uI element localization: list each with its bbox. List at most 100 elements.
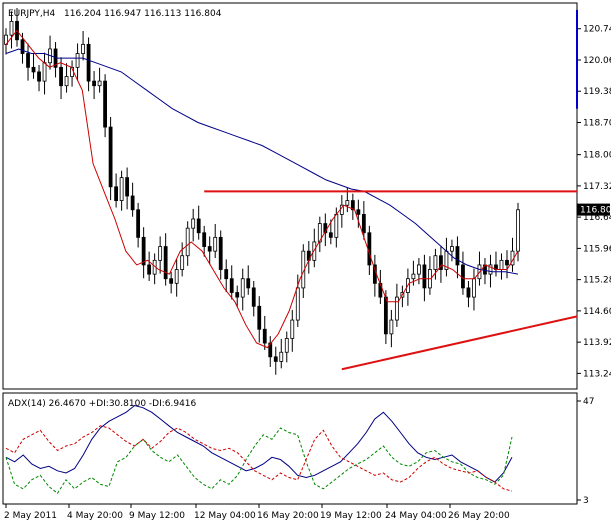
candle-body-up bbox=[472, 278, 476, 298]
time-axis: 2 May 2011 4 May 20:00 9 May 12:00 12 May 0… bbox=[4, 504, 510, 521]
candle-body-up bbox=[488, 264, 493, 275]
time-tick-label: 16 May 20:00 bbox=[257, 511, 319, 521]
fast-moving-average-line bbox=[5, 29, 519, 349]
candle-body-down bbox=[328, 232, 333, 238]
adx-readout: ADX(14) 26.4670 +DI:30.8100 -DI:6.9416 bbox=[8, 399, 197, 409]
candle-body-down bbox=[224, 269, 229, 280]
adx-panel-frame bbox=[2, 392, 578, 505]
candle-body-up bbox=[97, 80, 102, 87]
time-tick-label: 19 May 12:00 bbox=[320, 511, 382, 521]
price-tick-label: 115.960 bbox=[583, 244, 611, 254]
candle-body-down bbox=[361, 213, 366, 234]
candle-body-down bbox=[268, 342, 273, 358]
candle-body-up bbox=[499, 259, 504, 270]
candle-body-up bbox=[158, 246, 163, 261]
candle-body-up bbox=[213, 236, 218, 252]
adx-axis: 47 3 bbox=[577, 397, 594, 506]
candle-body-up bbox=[9, 20, 14, 36]
candle-body-up bbox=[411, 273, 416, 280]
candle-body-up bbox=[317, 223, 322, 243]
candle-body-up bbox=[284, 338, 289, 353]
last-price-label: 116.804 bbox=[580, 206, 611, 216]
candle-body-up bbox=[185, 227, 190, 257]
candle-body-down bbox=[141, 236, 146, 266]
candle-body-up bbox=[180, 255, 185, 270]
candle-body-up bbox=[64, 76, 69, 87]
rising-support-trendline bbox=[341, 315, 578, 371]
candle-body-down bbox=[350, 200, 355, 211]
candle-body-down bbox=[439, 255, 443, 270]
adx-tick-label: 3 bbox=[583, 496, 589, 506]
time-tick-label: 4 May 20:00 bbox=[67, 511, 123, 521]
time-tick-label: 12 May 04:00 bbox=[194, 511, 256, 521]
price-tick-label: 115.280 bbox=[583, 276, 611, 286]
last-price-box bbox=[577, 203, 610, 216]
time-tick-label: 26 May 20:00 bbox=[448, 511, 510, 521]
candle-body-up bbox=[433, 255, 438, 270]
candle-body-down bbox=[466, 287, 471, 298]
price-tick-label: 117.320 bbox=[583, 182, 611, 192]
price-tick-label: 113.240 bbox=[583, 369, 611, 379]
candle-body-down bbox=[455, 246, 460, 266]
candle-body-down bbox=[147, 264, 152, 275]
price-tick-label: 119.380 bbox=[583, 87, 611, 97]
price-tick-label: 120.060 bbox=[583, 56, 611, 66]
candle-body-down bbox=[125, 177, 130, 197]
ohlc-readout: 116.204 116.947 116.113 116.804 bbox=[64, 9, 222, 19]
price-tick-label: 113.920 bbox=[583, 338, 611, 348]
candle-body-down bbox=[114, 186, 119, 201]
candle-body-down bbox=[86, 43, 91, 82]
price-tick-label: 120.740 bbox=[583, 25, 611, 35]
symbol-label: EURJPY,H4 bbox=[8, 9, 56, 19]
slow-moving-average-line bbox=[5, 48, 519, 275]
time-tick-label: 2 May 2011 bbox=[4, 511, 57, 521]
candle-body-up bbox=[119, 177, 124, 201]
candle-body-down bbox=[257, 305, 262, 330]
candle-body-up bbox=[279, 351, 284, 362]
candle-body-down bbox=[251, 287, 256, 307]
candle-body-up bbox=[174, 269, 179, 284]
candle-body-down bbox=[59, 66, 63, 87]
candle-body-down bbox=[218, 236, 223, 270]
candle-body-up bbox=[345, 200, 350, 206]
candle-body-up bbox=[191, 218, 196, 229]
candle-body-down bbox=[422, 264, 427, 289]
price-tick-label: 118.000 bbox=[583, 151, 611, 161]
main-price-panel: EURJPY,H4 116.204 116.947 116.113 116.80… bbox=[2, 2, 611, 390]
candle-body-down bbox=[20, 39, 25, 54]
time-tick-label: 24 May 04:00 bbox=[385, 511, 447, 521]
candle-body-down bbox=[273, 356, 278, 362]
candle-body-down bbox=[92, 80, 96, 87]
candle-body-down bbox=[262, 328, 267, 344]
adx-line bbox=[5, 404, 513, 483]
price-axis: 120.740 120.060 119.380 118.700 118.000 117.3… bbox=[577, 25, 611, 379]
candle-body-down bbox=[108, 126, 113, 188]
candle-body-down bbox=[505, 259, 509, 266]
candle-body-up bbox=[389, 319, 394, 335]
candle-body-up bbox=[334, 213, 339, 238]
candle-body-down bbox=[136, 209, 141, 238]
candle-body-down bbox=[235, 292, 240, 298]
candle-body-up bbox=[295, 287, 300, 321]
candle-body-down bbox=[130, 195, 135, 211]
candle-body-up bbox=[394, 296, 399, 321]
candle-body-down bbox=[229, 278, 234, 293]
price-tick-label: 116.640 bbox=[583, 213, 611, 223]
candle-body-up bbox=[42, 62, 47, 82]
candle-body-up bbox=[240, 278, 245, 298]
main-panel-frame bbox=[2, 2, 578, 390]
candle-body-up bbox=[290, 319, 295, 339]
price-plot-area bbox=[4, 8, 578, 375]
candle-body-up bbox=[450, 246, 454, 252]
adx-indicator-panel: ADX(14) 26.4670 +DI:30.8100 -DI:6.9416 4… bbox=[2, 392, 594, 506]
candle-body-down bbox=[31, 66, 36, 73]
candle-body-up bbox=[75, 53, 80, 68]
candle-body-down bbox=[196, 218, 201, 234]
candle-body-down bbox=[461, 264, 465, 289]
time-tick-label: 9 May 12:00 bbox=[129, 511, 185, 521]
candle-body-down bbox=[246, 278, 251, 289]
candle-body-down bbox=[202, 232, 207, 247]
candle-body-down bbox=[169, 278, 174, 284]
